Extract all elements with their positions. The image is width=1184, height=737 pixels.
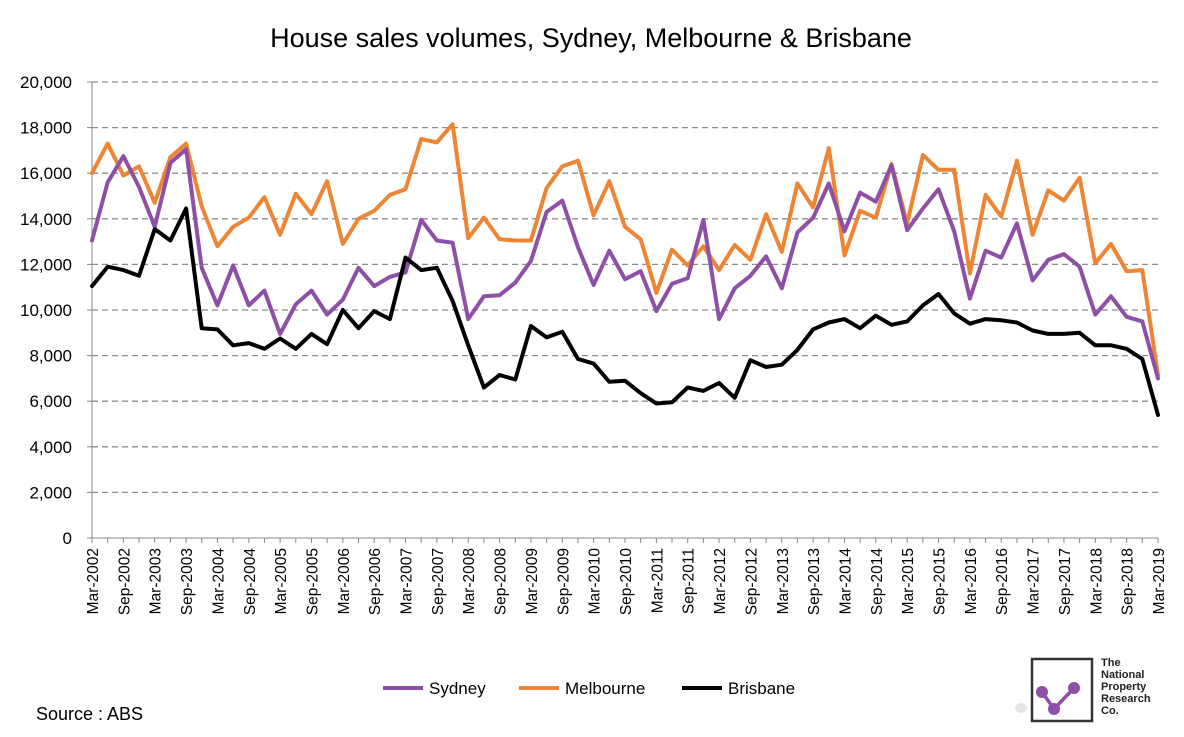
x-axis: Mar-2002 Sep-2002 Mar-2003 Sep-2003 Mar-2004…	[85, 537, 1168, 616]
x-tick-label: Sep-2003	[179, 548, 196, 615]
x-tick-label: Sep-2016	[994, 548, 1011, 615]
x-tick-label: Mar-2010	[587, 548, 604, 615]
y-axis: 0 2,000 4,000 6,000 8,000 10,000 12,000 14,000 1…	[20, 73, 93, 548]
legend-label-brisbane: Brisbane	[728, 679, 795, 698]
logo-text-line: Co.	[1101, 705, 1119, 717]
x-tick-label: Mar-2008	[461, 548, 478, 614]
x-tick-label: Sep-2013	[806, 548, 823, 615]
x-tick-label: Sep-2005	[304, 548, 321, 615]
x-tick-label: Sep-2007	[430, 548, 447, 615]
x-tick-label: Mar-2007	[399, 548, 416, 614]
series-line-melbourne	[90, 122, 1160, 377]
x-tick-label: Mar-2012	[712, 548, 729, 614]
y-tick-label: 12,000	[20, 255, 72, 274]
x-tick-label: Mar-2009	[524, 548, 541, 614]
logo-text-line: Property	[1101, 681, 1147, 693]
y-tick-label: 8,000	[29, 347, 72, 366]
x-tick-label: Sep-2015	[932, 548, 949, 615]
source-note: Source : ABS	[36, 704, 143, 724]
legend-label-melbourne: Melbourne	[565, 679, 645, 698]
x-tick-label: Sep-2009	[555, 548, 572, 615]
series-line-sydney	[90, 147, 1160, 381]
legend: Sydney Melbourne Brisbane	[383, 679, 795, 698]
x-tick-label: Sep-2006	[367, 548, 384, 615]
y-tick-label: 10,000	[20, 301, 72, 320]
logo-text-line: The	[1101, 657, 1121, 669]
logo: The National Property Research Co.	[1015, 657, 1151, 723]
y-tick-label: 6,000	[29, 392, 72, 411]
series-line-brisbane	[90, 206, 1160, 417]
x-tick-label: Mar-2019	[1151, 548, 1168, 614]
x-tick-label: Sep-2002	[116, 548, 133, 615]
x-tick-label: Sep-2018	[1120, 548, 1137, 615]
x-tick-label: Mar-2014	[837, 548, 854, 615]
logo-text-line: National	[1101, 669, 1144, 681]
logo-dot	[1068, 682, 1080, 694]
y-tick-label: 16,000	[20, 164, 72, 183]
y-tick-label: 2,000	[29, 483, 72, 502]
series-lines	[90, 122, 1160, 417]
logo-dot	[1036, 686, 1048, 698]
gridlines	[92, 81, 1158, 494]
y-tick-label: 20,000	[20, 73, 72, 92]
x-tick-label: Sep-2004	[242, 548, 259, 616]
x-tick-label: Mar-2011	[649, 548, 666, 613]
x-tick-label: Sep-2017	[1057, 548, 1074, 615]
x-tick-label: Mar-2017	[1026, 548, 1043, 614]
logo-shadow	[1015, 703, 1027, 713]
logo-frame	[1030, 657, 1094, 723]
logo-dot	[1048, 703, 1060, 715]
x-tick-label: Mar-2018	[1088, 548, 1105, 614]
x-tick-label: Mar-2003	[148, 548, 165, 614]
x-tick-label: Mar-2002	[85, 548, 102, 614]
x-tick-label: Mar-2004	[210, 548, 227, 615]
y-tick-label: 18,000	[20, 119, 72, 138]
x-tick-label: Sep-2014	[869, 548, 886, 616]
x-tick-label: Sep-2008	[493, 548, 510, 615]
logo-text-line: Research	[1101, 693, 1151, 705]
y-tick-label: 0	[63, 529, 72, 548]
y-tick-label: 4,000	[29, 438, 72, 457]
x-tick-label: Mar-2016	[963, 548, 980, 614]
legend-label-sydney: Sydney	[429, 679, 486, 698]
x-tick-label: Mar-2005	[273, 548, 290, 614]
x-tick-label: Mar-2015	[900, 548, 917, 614]
x-tick-label: Mar-2006	[336, 548, 353, 614]
x-tick-label: Mar-2013	[775, 548, 792, 614]
x-tick-label: Sep-2011	[681, 548, 698, 614]
x-tick-label: Sep-2012	[743, 548, 760, 615]
x-tick-label: Sep-2010	[618, 548, 635, 616]
chart-title: House sales volumes, Sydney, Melbourne &…	[270, 23, 912, 53]
y-tick-label: 14,000	[20, 210, 72, 229]
